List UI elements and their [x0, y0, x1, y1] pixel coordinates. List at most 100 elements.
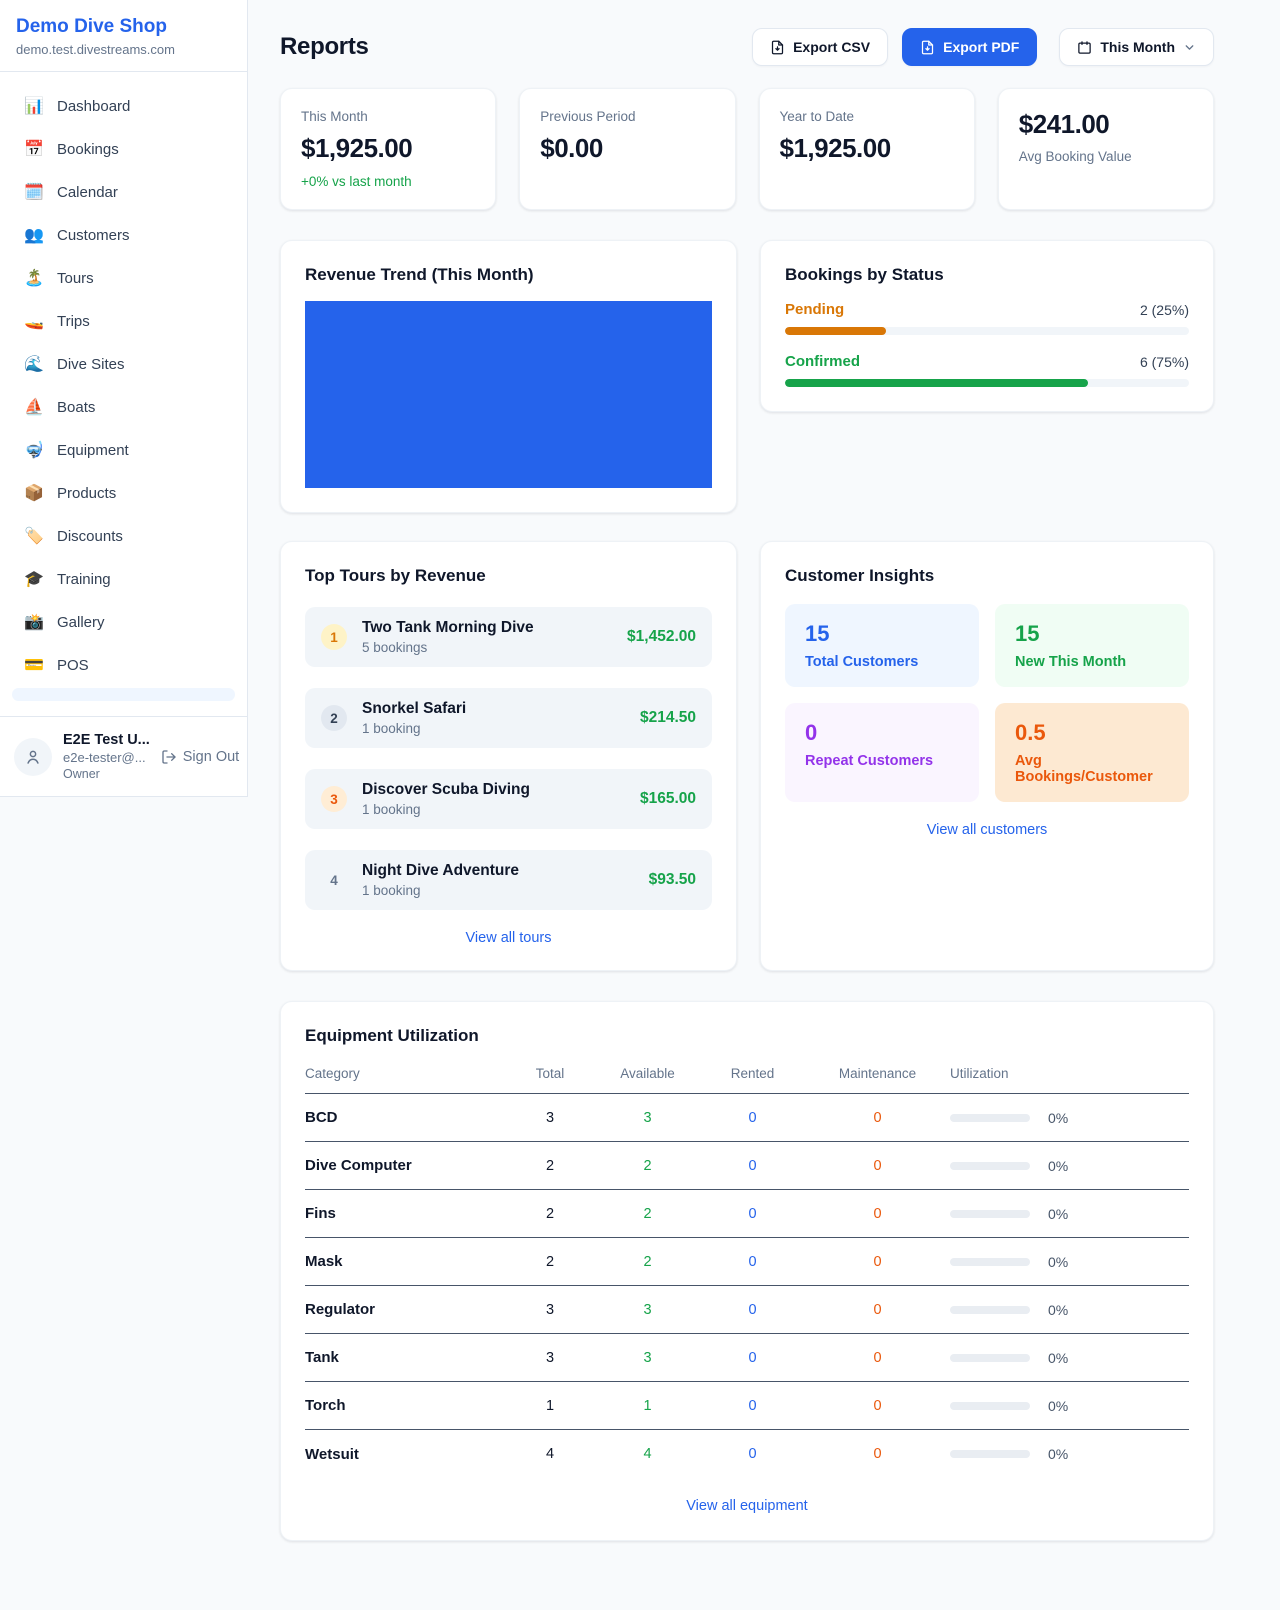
- person-icon: [27, 750, 39, 764]
- sidebar-item-label: Training: [57, 570, 111, 588]
- insight-new-this-month: 15 New This Month: [995, 604, 1189, 687]
- trips-icon: 🚤: [24, 313, 44, 330]
- table-row: BCD 3 3 0 0 0%: [305, 1094, 1189, 1142]
- cell-available: 2: [643, 1253, 652, 1270]
- cell-rented: 0: [748, 1349, 757, 1366]
- shop-domain: demo.test.divestreams.com: [16, 42, 175, 57]
- stat-value: $1,925.00: [301, 133, 413, 163]
- sidebar-item-customers[interactable]: 👥 Customers: [12, 215, 235, 255]
- training-icon: 🎓: [24, 571, 44, 588]
- sidebar-item-products[interactable]: 📦 Products: [12, 473, 235, 513]
- export-pdf-button[interactable]: Export PDF: [902, 28, 1038, 66]
- cell-rented: 0: [748, 1205, 757, 1222]
- sidebar-item-label: Dive Sites: [57, 355, 125, 373]
- tour-bookings: 1 booking: [362, 802, 421, 817]
- cell-utilization: 0%: [950, 1350, 1189, 1366]
- chevron-down-icon: [1185, 44, 1194, 50]
- sidebar-item-label: Calendar: [57, 183, 118, 201]
- main-content: Reports Export CSV Export PDF This Month…: [248, 0, 1280, 1581]
- tour-name: Two Tank Morning Dive: [362, 619, 534, 636]
- cell-rented: 0: [748, 1109, 757, 1126]
- cell-available: 1: [643, 1397, 652, 1414]
- top-tours-card: Top Tours by Revenue 1 Two Tank Morning …: [280, 541, 737, 971]
- revenue-trend-bar: [305, 301, 712, 488]
- export-csv-label: Export CSV: [793, 39, 871, 55]
- sign-out-button[interactable]: Sign Out: [161, 749, 239, 765]
- insight-repeat-customers: 0 Repeat Customers: [785, 703, 979, 802]
- file-download-icon: [921, 40, 934, 54]
- sidebar-item-label: Products: [57, 484, 117, 502]
- gallery-icon: 📸: [24, 614, 44, 631]
- sidebar-item-reports-partial[interactable]: [12, 688, 235, 701]
- col-category: Category: [305, 1066, 360, 1081]
- insight-value: 0: [805, 720, 818, 745]
- cell-utilization: 0%: [950, 1110, 1189, 1126]
- cell-utilization: 0%: [950, 1206, 1189, 1222]
- col-available: Available: [620, 1066, 675, 1081]
- cell-total: 2: [545, 1205, 555, 1222]
- shop-name[interactable]: Demo Dive Shop: [16, 16, 167, 37]
- utilization-label: 0%: [1048, 1397, 1069, 1414]
- export-pdf-label: Export PDF: [943, 39, 1020, 55]
- cell-maintenance: 0: [873, 1109, 882, 1126]
- cell-maintenance: 0: [873, 1446, 882, 1462]
- insight-total-customers: 15 Total Customers: [785, 604, 979, 687]
- tour-amount: $165.00: [639, 790, 696, 807]
- sidebar-item-gallery[interactable]: 📸 Gallery: [12, 602, 235, 642]
- sidebar-item-dashboard[interactable]: 📊 Dashboard: [12, 86, 235, 126]
- cell-rented: 0: [748, 1397, 757, 1414]
- cell-total: 3: [545, 1349, 555, 1366]
- sidebar-item-calendar[interactable]: 🗓️ Calendar: [12, 172, 235, 212]
- sidebar-item-equipment[interactable]: 🤿 Equipment: [12, 430, 235, 470]
- cell-available: 3: [643, 1301, 652, 1318]
- sidebar-item-label: Equipment: [57, 441, 129, 459]
- cell-utilization: 0%: [950, 1446, 1189, 1462]
- utilization-track: [950, 1353, 1030, 1362]
- insight-label: Total Customers: [805, 654, 919, 670]
- export-csv-button[interactable]: Export CSV: [752, 28, 889, 66]
- view-all-tours-link[interactable]: View all tours: [465, 930, 552, 946]
- cell-maintenance: 0: [873, 1205, 882, 1222]
- cell-available: 3: [643, 1349, 652, 1366]
- insight-label: Avg Bookings/Customer: [1015, 753, 1153, 785]
- sidebar-item-label: Gallery: [57, 613, 105, 631]
- col-rented: Rented: [730, 1066, 775, 1081]
- sidebar-item-pos[interactable]: 💳 POS: [12, 645, 235, 685]
- view-all-customers-link[interactable]: View all customers: [926, 822, 1048, 838]
- sidebar-item-label: POS: [57, 656, 89, 674]
- tour-amount: $1,452.00: [627, 628, 696, 645]
- sidebar-item-label: Customers: [57, 226, 130, 244]
- sidebar-item-training[interactable]: 🎓 Training: [12, 559, 235, 599]
- sidebar-item-boats[interactable]: ⛵ Boats: [12, 387, 235, 427]
- period-label: This Month: [1100, 39, 1175, 55]
- cell-maintenance: 0: [873, 1157, 882, 1174]
- status-row-confirmed: Confirmed 6 (75%): [785, 353, 1189, 387]
- tour-name: Discover Scuba Diving: [362, 781, 530, 798]
- sidebar: Demo Dive Shop demo.test.divestreams.com…: [0, 0, 248, 797]
- cell-available: 2: [643, 1157, 652, 1174]
- sidebar-item-label: Trips: [57, 312, 90, 330]
- sidebar-item-bookings[interactable]: 📅 Bookings: [12, 129, 235, 169]
- sidebar-item-dive-sites[interactable]: 🌊 Dive Sites: [12, 344, 235, 384]
- view-all-equipment-link[interactable]: View all equipment: [686, 1498, 808, 1514]
- cell-available: 4: [643, 1446, 652, 1462]
- sidebar-item-discounts[interactable]: 🏷️ Discounts: [12, 516, 235, 556]
- cell-rented: 0: [748, 1301, 757, 1318]
- tour-name: Night Dive Adventure: [362, 862, 520, 879]
- tour-amount: $93.50: [648, 871, 696, 888]
- insight-value: 15: [1015, 621, 1040, 646]
- discounts-icon: 🏷️: [24, 528, 44, 545]
- progress-fill-confirmed: [785, 379, 1088, 387]
- equipment-icon: 🤿: [24, 442, 44, 459]
- period-selector[interactable]: This Month: [1059, 28, 1214, 66]
- sidebar-item-tours[interactable]: 🏝️ Tours: [12, 258, 235, 298]
- sidebar-user-section: E2E Test U... e2e-tester@... Owner Sign …: [0, 716, 247, 796]
- utilization-track: [950, 1401, 1030, 1410]
- cell-total: 1: [545, 1397, 555, 1414]
- progress-track: [785, 379, 1189, 387]
- tour-bookings: 1 booking: [362, 721, 421, 736]
- sidebar-item-trips[interactable]: 🚤 Trips: [12, 301, 235, 341]
- insight-label: New This Month: [1015, 654, 1127, 670]
- table-row: Torch 1 1 0 0 0%: [305, 1382, 1189, 1430]
- equipment-utilization-title: Equipment Utilization: [305, 1026, 479, 1045]
